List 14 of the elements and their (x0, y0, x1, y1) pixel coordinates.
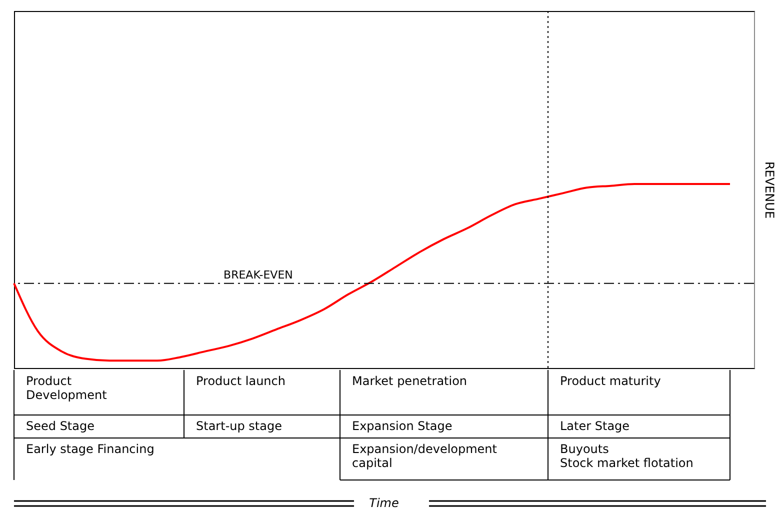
text: Expansion/development capital (352, 442, 498, 470)
text: Market penetration (352, 374, 468, 388)
text: Early stage Financing (26, 442, 154, 456)
text: Buyouts Stock market flotation (560, 442, 694, 470)
text: Time (369, 496, 399, 510)
ref-line-label: BREAK-EVEN (224, 268, 293, 282)
text: Seed Stage (26, 419, 94, 433)
text: Product Development (26, 374, 108, 402)
y-axis-title: REVENUE (762, 161, 776, 219)
text: Product maturity (560, 374, 661, 388)
text: Start-up stage (196, 419, 282, 433)
text: Expansion Stage (352, 419, 452, 433)
text: Product launch (196, 374, 286, 388)
text: Later Stage (560, 419, 630, 433)
